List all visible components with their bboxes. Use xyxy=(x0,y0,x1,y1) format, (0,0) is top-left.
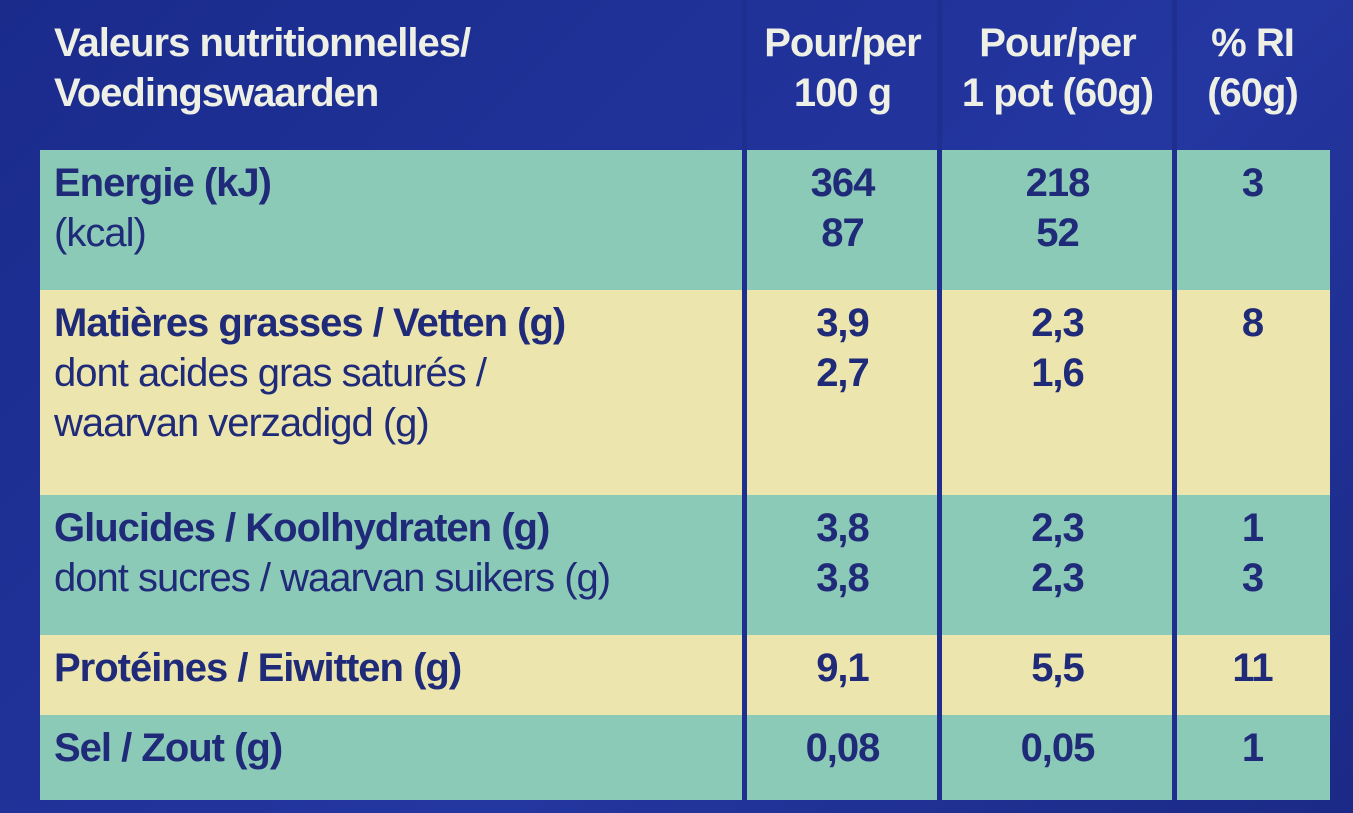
header-cell: % RI (60g) xyxy=(1175,10,1330,150)
cell-text: (60g) xyxy=(1207,71,1299,115)
cell-text: Pour/per xyxy=(764,21,921,65)
cell-text: Matières grasses / Vetten (g) xyxy=(54,301,566,345)
column-divider xyxy=(742,0,747,800)
cell-text: 1 xyxy=(1241,726,1264,770)
cell-text: 1,6 xyxy=(1031,351,1085,395)
value-cell: 0,08 xyxy=(745,715,940,800)
cell-text: 3,8 xyxy=(816,506,870,550)
cell-text: Energie (kJ) xyxy=(54,161,272,205)
cell-text: dont acides gras saturés / xyxy=(54,351,487,395)
value-cell: 3,9 2,7 xyxy=(745,290,940,495)
value-cell: 1 xyxy=(1175,715,1330,800)
cell-text: 9,1 xyxy=(816,646,870,690)
nutrient-label: Protéines / Eiwitten (g) xyxy=(40,635,745,715)
cell-text: 364 xyxy=(810,161,876,205)
cell-text: 1 pot (60g) xyxy=(961,71,1154,115)
header-cell: Valeurs nutritionnelles/Voedingswaarden xyxy=(40,10,745,150)
cell-text: 5,5 xyxy=(1031,646,1085,690)
cell-text: waarvan verzadigd (g) xyxy=(54,401,430,445)
cell-text: 3,8 xyxy=(816,556,870,600)
cell-text: dont sucres / waarvan suikers (g) xyxy=(54,556,611,600)
column-divider xyxy=(1172,0,1177,800)
value-cell: 0,05 xyxy=(940,715,1175,800)
cell-text: 8 xyxy=(1241,301,1264,345)
value-cell: 11 xyxy=(1175,635,1330,715)
cell-text: 1 xyxy=(1241,506,1264,550)
value-cell: 5,5 xyxy=(940,635,1175,715)
cell-text: 2,3 xyxy=(1031,556,1085,600)
value-cell: 8 xyxy=(1175,290,1330,495)
cell-text: 3 xyxy=(1241,556,1264,600)
cell-text: 218 xyxy=(1025,161,1091,205)
cell-text: % RI xyxy=(1211,21,1295,65)
value-cell: 3,8 3,8 xyxy=(745,495,940,635)
value-cell: 3 xyxy=(1175,150,1330,290)
cell-text: 2,3 xyxy=(1031,506,1085,550)
cell-text: 3,9 xyxy=(816,301,870,345)
cell-text: 2,3 xyxy=(1031,301,1085,345)
value-cell: 218 52 xyxy=(940,150,1175,290)
cell-text: 11 xyxy=(1232,646,1273,690)
value-cell: 2,3 1,6 xyxy=(940,290,1175,495)
cell-text: 52 xyxy=(1036,211,1080,255)
cell-text: 0,05 xyxy=(1020,726,1096,770)
cell-text: 100 g xyxy=(793,71,892,115)
header-cell: Pour/per 100 g xyxy=(745,10,940,150)
cell-text: Protéines / Eiwitten (g) xyxy=(54,646,462,690)
nutrient-label: Energie (kJ) (kcal) xyxy=(40,150,745,290)
value-cell: 9,1 xyxy=(745,635,940,715)
cell-text: Glucides / Koolhydraten (g) xyxy=(54,506,550,550)
cell-text: Sel / Zout (g) xyxy=(54,726,283,770)
cell-text: (kcal) xyxy=(54,211,147,255)
value-cell: 364 87 xyxy=(745,150,940,290)
cell-text: 87 xyxy=(821,211,865,255)
cell-text: 3 xyxy=(1241,161,1264,205)
cell-text: Valeurs nutritionnelles/ xyxy=(54,21,471,65)
nutrient-label: Glucides / Koolhydraten (g) dont sucres /… xyxy=(40,495,745,635)
nutrient-label: Sel / Zout (g) xyxy=(40,715,745,800)
nutrient-label: Matières grasses / Vetten (g) dont acides… xyxy=(40,290,745,495)
column-divider xyxy=(937,0,942,800)
cell-text: 0,08 xyxy=(805,726,881,770)
cell-text: 2,7 xyxy=(816,351,870,395)
value-cell: 2,3 2,3 xyxy=(940,495,1175,635)
cell-text: Pour/per xyxy=(979,21,1136,65)
cell-text: Voedingswaarden xyxy=(54,71,379,115)
header-cell: Pour/per 1 pot (60g) xyxy=(940,10,1175,150)
